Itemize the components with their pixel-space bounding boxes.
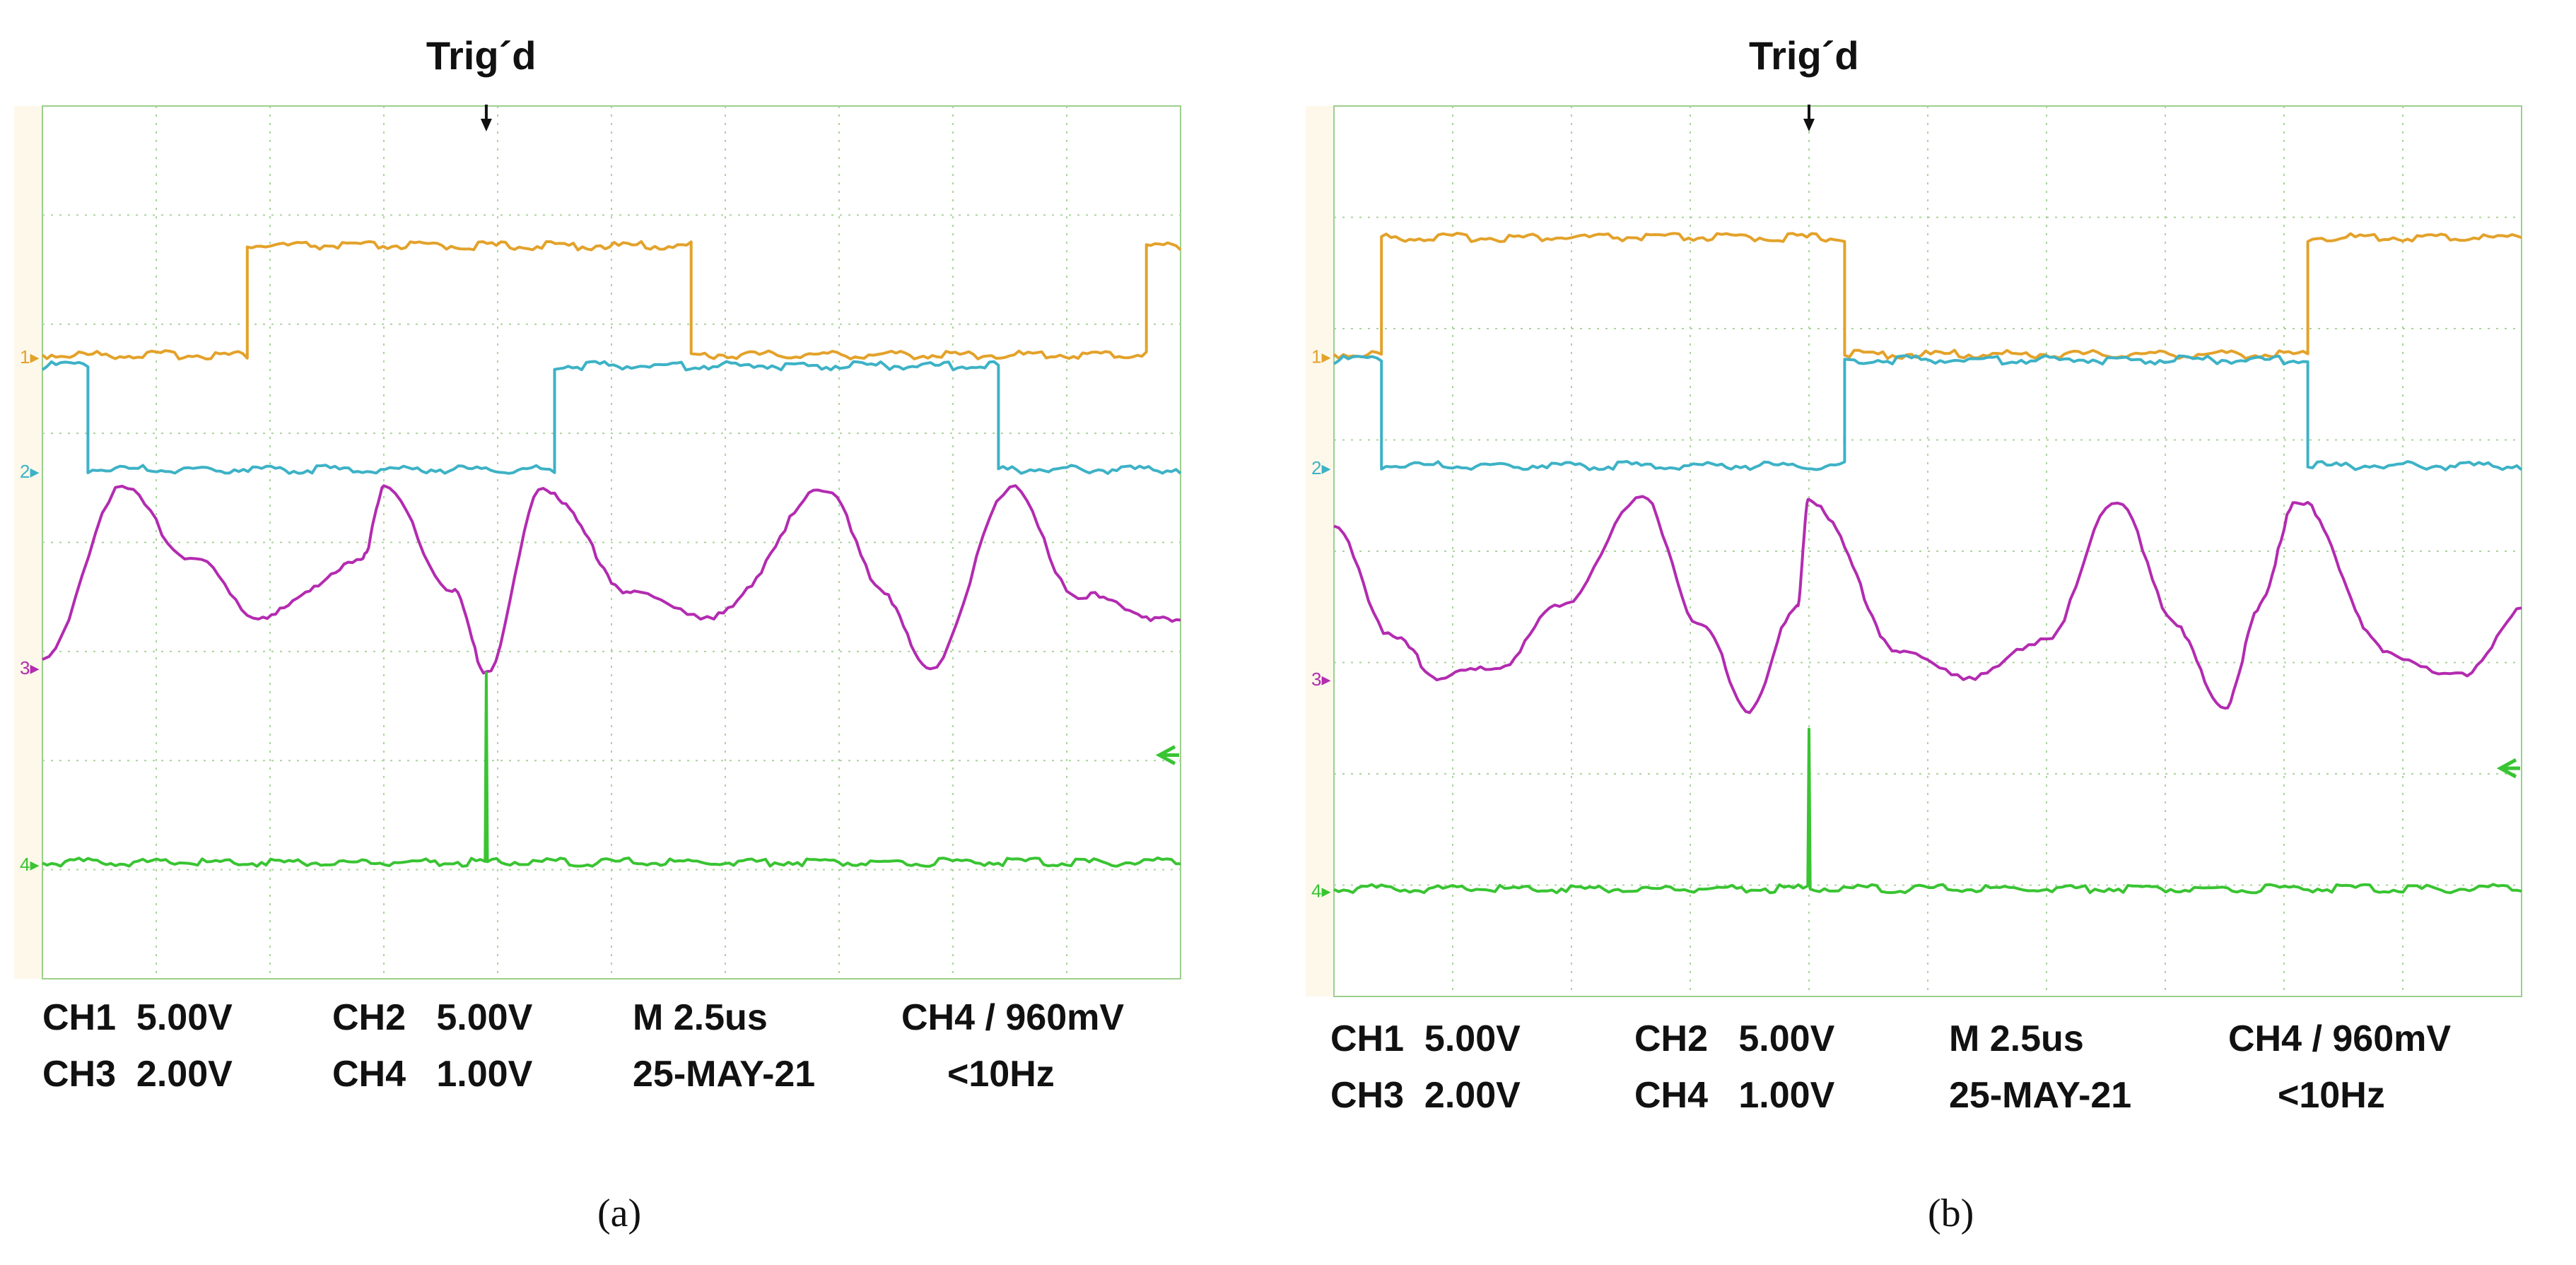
trace-ch2 (41, 360, 1182, 476)
readout-a-row2-ch4: CH4 1.00V (332, 1054, 533, 1095)
readout-b-row1-ch2: CH2 5.00V (1634, 1018, 1835, 1059)
ground-marker-4: 4▸ (1311, 880, 1331, 901)
trigger-level-icon (1155, 745, 1179, 765)
readout-b-row2-date: 25-MAY-21 (1949, 1075, 2132, 1116)
ground-marker-1: 1▸ (20, 346, 40, 367)
scope-panel-a: Trig´d 1▸ 2▸ 3▸ 4▸ CH1 5.00V CH2 5.00V M 2.5… (14, 33, 1182, 1235)
readout-b-row1-timebase: M 2.5us (1949, 1018, 2084, 1059)
readout-a-row1-trigger: CH4 / 960mV (901, 997, 1125, 1038)
ground-marker-1: 1▸ (1311, 346, 1331, 367)
caption-a: (a) (597, 1192, 642, 1235)
trace-ch3 (42, 484, 1181, 675)
trace-ch4 (42, 671, 1181, 868)
trigger-level-icon (2496, 758, 2520, 779)
readout-b-row1-trigger: CH4 / 960mV (2228, 1018, 2452, 1059)
trigger-arrow-icon (480, 105, 492, 131)
readout-a-row1-timebase: M 2.5us (633, 997, 768, 1038)
scope-screen-a: Trig´d 1▸ 2▸ 3▸ 4▸ (14, 33, 1182, 979)
readout-a-row2-date: 25-MAY-21 (633, 1054, 816, 1095)
caption-b: (b) (1928, 1192, 1974, 1235)
readout-b-row2-ch4: CH4 1.00V (1634, 1075, 1835, 1116)
ground-marker-4: 4▸ (20, 854, 40, 875)
trace-ch2 (1333, 354, 2523, 471)
trace-ch4 (1333, 727, 2522, 895)
trace-ch3 (1333, 495, 2522, 714)
trigger-label: Trig´d (1749, 33, 1859, 78)
graticule (42, 106, 1181, 979)
trigger-label: Trig´d (426, 33, 537, 78)
readout-a-row1-ch2: CH2 5.00V (332, 997, 533, 1038)
graticule (1334, 106, 2522, 996)
trace-ch1 (41, 240, 1182, 360)
scope-screen-b: Trig´d 1▸ 2▸ 3▸ 4▸ (1306, 33, 2523, 997)
trace-ch1 (1333, 232, 2522, 360)
ground-marker-2: 2▸ (1311, 457, 1331, 478)
scope-panel-b: Trig´d 1▸ 2▸ 3▸ 4▸ CH1 5.00V CH2 5.00V M 2.5… (1288, 0, 2576, 1265)
trigger-arrow-icon (1803, 105, 1815, 131)
readout-b-row2-ch3: CH3 2.00V (1330, 1075, 1521, 1116)
readout-b-row2-freq: <10Hz (2278, 1075, 2385, 1116)
readout-a-row1-ch1: CH1 5.00V (42, 997, 233, 1038)
ground-marker-3: 3▸ (20, 657, 40, 678)
ground-marker-2: 2▸ (20, 461, 40, 482)
readout-a-row2-ch3: CH3 2.00V (42, 1054, 233, 1095)
ground-marker-3: 3▸ (1311, 669, 1331, 690)
readout-a-row2-freq: <10Hz (947, 1054, 1055, 1095)
readout-b-row1-ch1: CH1 5.00V (1330, 1018, 1521, 1059)
